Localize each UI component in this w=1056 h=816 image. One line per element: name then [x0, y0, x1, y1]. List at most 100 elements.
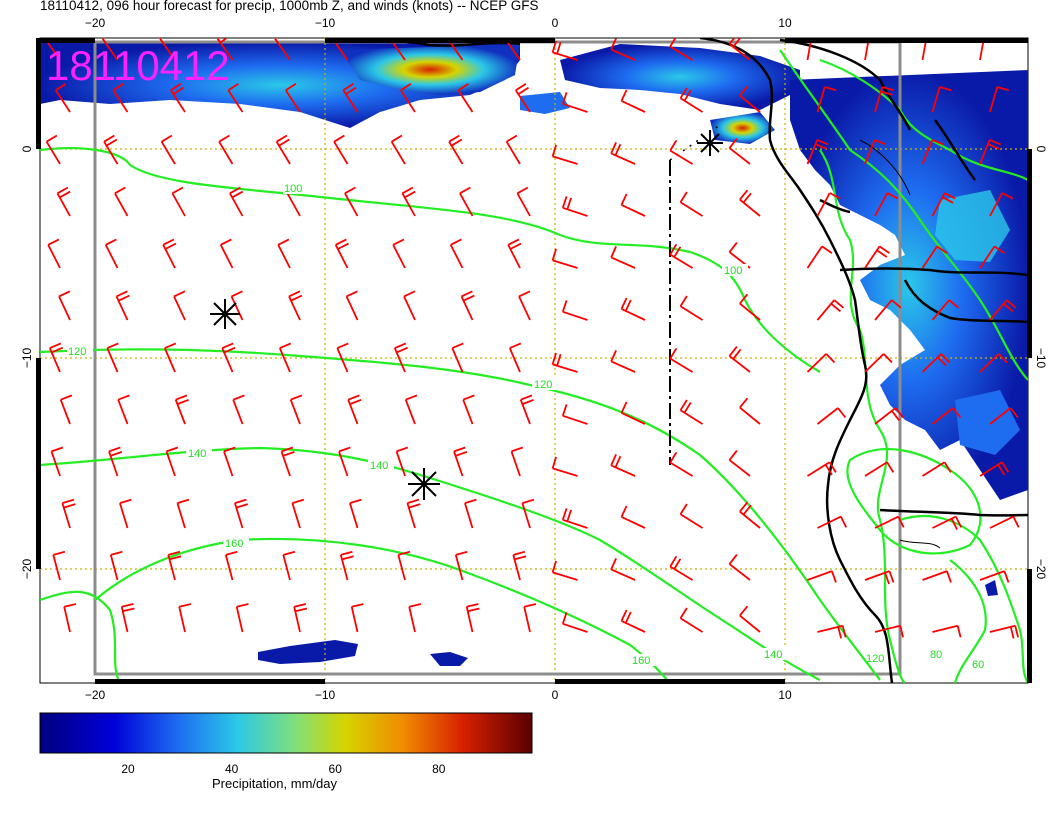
wind-barb — [806, 353, 836, 373]
wind-barb — [163, 342, 177, 373]
wind-barb — [464, 498, 477, 529]
contour-label: 160 — [632, 655, 650, 667]
wind-barb — [874, 515, 905, 529]
wind-barb — [344, 186, 359, 217]
wind-barb — [989, 624, 1019, 639]
lat-tick-label: 0 — [1034, 146, 1048, 153]
wind-barb — [874, 86, 894, 113]
lon-tick-label: 0 — [552, 688, 559, 702]
wind-barb — [989, 299, 1017, 321]
wind-barb — [521, 498, 535, 529]
wind-barb — [979, 245, 1005, 269]
wind-barb — [350, 603, 364, 633]
wind-barb — [979, 570, 1010, 583]
wind-barb — [162, 238, 177, 269]
wind-barb — [160, 134, 176, 165]
wind-barb — [339, 550, 354, 581]
wind-barb — [922, 461, 952, 477]
wind-barb — [397, 550, 411, 581]
wind-barb — [515, 82, 531, 113]
wind-barb — [178, 603, 192, 633]
wind-barb — [342, 82, 359, 113]
wind-barb — [610, 38, 636, 61]
wind-barb — [333, 134, 349, 165]
wind-barb — [219, 238, 234, 269]
wind-barb — [507, 238, 522, 269]
wind-barb — [52, 550, 66, 581]
wind-barb — [512, 550, 527, 581]
wind-barb — [739, 189, 761, 217]
wind-barb — [989, 192, 1014, 217]
wind-barb — [232, 394, 245, 425]
wind-barb — [109, 550, 123, 581]
wind-barb — [610, 350, 636, 373]
wind-barb — [874, 192, 899, 217]
wind-barb — [874, 407, 904, 425]
contour-label: 100 — [724, 265, 742, 277]
colorbar-tick-label: 40 — [225, 762, 239, 776]
wind-barb — [505, 134, 521, 165]
wind-barb — [457, 82, 474, 113]
wind-barb — [221, 342, 236, 373]
wind-barb — [864, 570, 895, 585]
wind-barb — [816, 299, 844, 321]
wind-barb — [864, 461, 895, 477]
wind-barb — [289, 394, 303, 425]
wind-barb — [551, 456, 578, 477]
wind-barb — [610, 454, 636, 477]
lat-tick-label: −20 — [20, 558, 34, 579]
asterisk-icon — [408, 468, 440, 500]
wind-barb — [218, 134, 234, 165]
wind-barb — [120, 603, 135, 633]
wind-barb — [50, 446, 64, 477]
contour-label: 60 — [972, 659, 984, 671]
contour-label: 140 — [188, 448, 206, 460]
wind-barb — [610, 558, 636, 581]
wind-barb — [739, 605, 761, 633]
wind-barb — [816, 192, 841, 217]
wind-barb — [561, 612, 588, 633]
wind-barb — [117, 394, 130, 425]
wind-barb — [551, 248, 578, 269]
wind-barb — [519, 394, 534, 425]
wind-barb — [669, 347, 693, 373]
wind-barb — [448, 134, 464, 165]
wind-barb — [345, 290, 359, 321]
wind-barb — [931, 86, 952, 113]
colorbar-gradient — [39, 712, 533, 754]
wind-barb — [561, 300, 588, 321]
wind-barb — [739, 501, 761, 529]
wind-barb — [874, 299, 902, 321]
wind-barb — [620, 89, 646, 113]
wind-barb — [679, 295, 703, 321]
lon-tick-label: 10 — [778, 16, 792, 30]
wind-barb — [277, 238, 291, 269]
forecast-stamp: 18110412 — [46, 42, 230, 89]
wind-barb — [669, 38, 693, 61]
lon-tick-label: −10 — [315, 688, 336, 702]
wind-barb — [159, 38, 176, 61]
wind-barb — [728, 138, 751, 165]
colorbar-tick-label: 60 — [329, 762, 343, 776]
rivers — [859, 139, 941, 549]
wind-barb — [807, 461, 837, 477]
axis-top: −20 −10 0 10 — [40, 16, 1028, 43]
wind-barb — [288, 290, 303, 321]
wind-barb — [338, 446, 351, 477]
wind-barb — [401, 186, 416, 217]
wind-barb — [932, 624, 962, 638]
wind-barb — [47, 238, 61, 269]
wind-barb — [453, 446, 468, 477]
wind-barb — [176, 498, 190, 529]
contour-label: 160 — [225, 538, 243, 550]
wind-barb — [278, 342, 292, 373]
wind-barb — [114, 186, 129, 217]
wind-barb — [216, 38, 234, 61]
contour-label: 100 — [284, 183, 302, 195]
wind-barb — [551, 352, 578, 373]
wind-barb — [610, 142, 636, 165]
wind-barb — [108, 446, 123, 477]
wind-barb — [679, 87, 703, 113]
contour-label: 120 — [866, 653, 884, 665]
